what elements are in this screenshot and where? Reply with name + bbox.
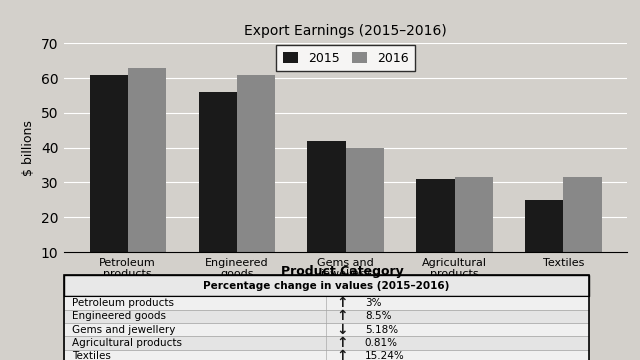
Text: Petroleum products: Petroleum products [72, 298, 173, 308]
Text: ↑: ↑ [337, 309, 348, 323]
Text: Engineered goods: Engineered goods [72, 311, 166, 321]
Bar [417, 179, 454, 287]
Bar [346, 148, 384, 287]
Text: 5.18%: 5.18% [365, 325, 398, 334]
Text: 8.5%: 8.5% [365, 311, 391, 321]
Bar [198, 92, 237, 287]
Legend: 2015, 2016: 2015, 2016 [276, 45, 415, 71]
Text: Product Category: Product Category [281, 265, 404, 278]
Bar [525, 200, 563, 287]
Text: 3%: 3% [365, 298, 381, 308]
Text: Agricultural products: Agricultural products [72, 338, 182, 348]
Bar [237, 75, 275, 287]
Text: ↑: ↑ [337, 296, 348, 310]
Bar [307, 141, 346, 287]
Text: 15.24%: 15.24% [365, 351, 404, 360]
Text: 0.81%: 0.81% [365, 338, 398, 348]
Text: ↑: ↑ [337, 349, 348, 360]
Y-axis label: $ billions: $ billions [22, 120, 35, 176]
Text: ↑: ↑ [337, 336, 348, 350]
Text: Gems and jewellery: Gems and jewellery [72, 325, 175, 334]
Bar [90, 75, 128, 287]
Title: Export Earnings (2015–2016): Export Earnings (2015–2016) [244, 24, 447, 38]
Bar [454, 177, 493, 287]
Text: Percentage change in values (2015–2016): Percentage change in values (2015–2016) [204, 281, 449, 291]
Bar [563, 177, 602, 287]
Bar [128, 68, 166, 287]
Text: ↓: ↓ [337, 323, 348, 337]
Text: Textiles: Textiles [72, 351, 111, 360]
